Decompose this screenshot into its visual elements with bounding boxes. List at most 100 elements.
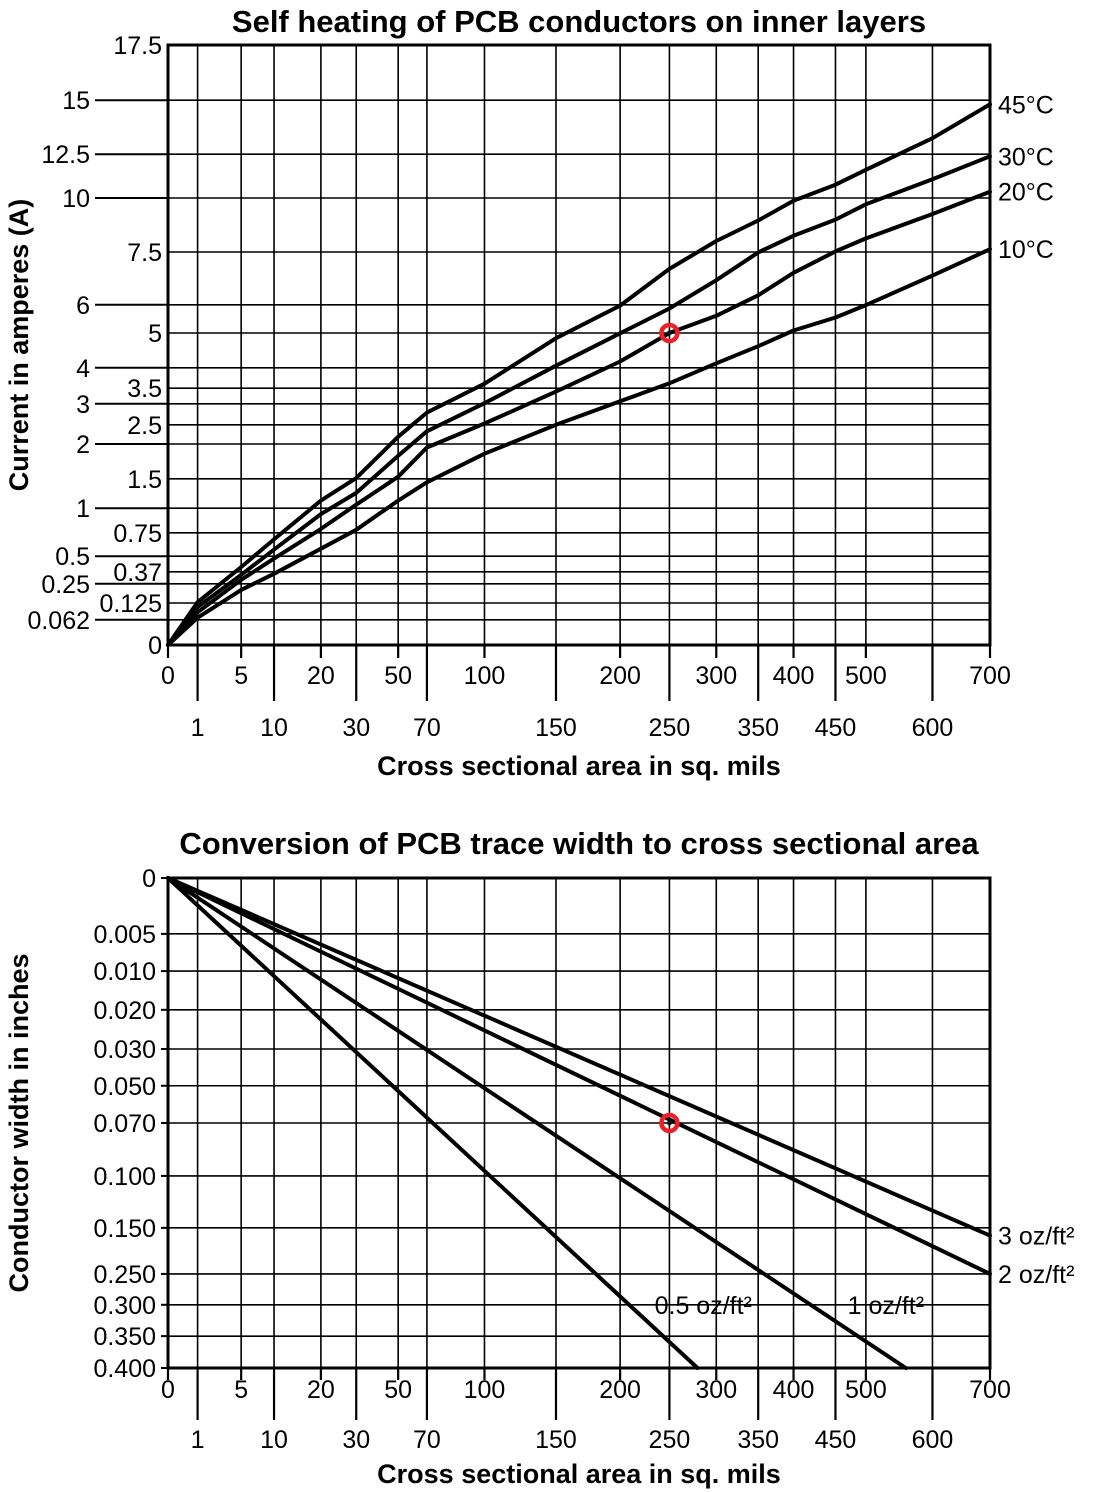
y-tick-label: 2 bbox=[76, 431, 90, 459]
x-tick-label: 1 bbox=[191, 714, 205, 742]
x-tick-label: 250 bbox=[649, 714, 691, 742]
chart-trace-width-conversion: Conversion of PCB trace width to cross s… bbox=[4, 826, 1074, 1489]
y-tick-label: 0.125 bbox=[99, 590, 162, 618]
x-tick-label: 350 bbox=[737, 1426, 779, 1454]
x-tick-label: 300 bbox=[695, 1376, 737, 1404]
x-tick-label: 700 bbox=[969, 662, 1011, 690]
chart2-title: Conversion of PCB trace width to cross s… bbox=[179, 826, 979, 861]
x-tick-label: 0 bbox=[161, 662, 175, 690]
y-tick-label: 3 bbox=[76, 391, 90, 419]
chart-self-heating: Self heating of PCB conductors on inner … bbox=[4, 4, 1054, 781]
x-tick-label: 250 bbox=[649, 1426, 691, 1454]
y-tick-label: 0.020 bbox=[93, 997, 156, 1025]
x-tick-label: 20 bbox=[307, 1376, 335, 1404]
y-tick-label: 12.5 bbox=[41, 141, 90, 169]
series-label-2oz: 2 oz/ft² bbox=[998, 1261, 1074, 1289]
chart2-y-axis-label: Conductor width in inches bbox=[4, 954, 34, 1293]
x-tick-label: 700 bbox=[969, 1376, 1011, 1404]
y-tick-label: 0 bbox=[148, 632, 162, 660]
y-tick-label: 0.75 bbox=[113, 520, 162, 548]
x-tick-label: 600 bbox=[912, 1426, 954, 1454]
y-tick-label: 0.400 bbox=[93, 1355, 156, 1383]
x-tick-label: 5 bbox=[234, 1376, 248, 1404]
x-tick-label: 50 bbox=[384, 662, 412, 690]
chart2-plot-area: 0151020305070100150200250300350400450500… bbox=[93, 865, 1074, 1454]
x-tick-label: 30 bbox=[342, 1426, 370, 1454]
x-tick-label: 150 bbox=[535, 714, 577, 742]
y-tick-label: 1 bbox=[76, 495, 90, 523]
x-tick-label: 50 bbox=[384, 1376, 412, 1404]
x-tick-label: 450 bbox=[815, 714, 857, 742]
series-label-30C: 30°C bbox=[998, 143, 1054, 171]
x-tick-label: 400 bbox=[773, 1376, 815, 1404]
series-line-45C bbox=[166, 102, 992, 647]
chart1-plot-area: 0151020305070100150200250300350400450500… bbox=[27, 32, 1053, 742]
y-tick-label: 0.005 bbox=[93, 921, 156, 949]
y-tick-label: 6 bbox=[76, 292, 90, 320]
x-tick-label: 100 bbox=[464, 1376, 506, 1404]
y-tick-label: 0.062 bbox=[27, 607, 90, 635]
example-point-marker-ring bbox=[659, 1112, 680, 1134]
y-tick-label: 0.050 bbox=[93, 1073, 156, 1101]
x-tick-label: 10 bbox=[260, 1426, 288, 1454]
y-tick-label: 0.25 bbox=[41, 571, 90, 599]
x-tick-label: 350 bbox=[737, 714, 779, 742]
x-tick-label: 150 bbox=[535, 1426, 577, 1454]
x-tick-label: 10 bbox=[260, 714, 288, 742]
plot-border bbox=[166, 43, 992, 647]
example-point-marker-center bbox=[667, 330, 672, 336]
y-tick-label: 0.300 bbox=[93, 1292, 156, 1320]
series-line-30C bbox=[166, 154, 992, 647]
y-tick-label: 0.5 bbox=[55, 543, 90, 571]
chart2-x-axis-label: Cross sectional area in sq. mils bbox=[377, 1459, 781, 1489]
x-tick-label: 450 bbox=[815, 1426, 857, 1454]
series-line-20C bbox=[166, 189, 992, 647]
series-line-3oz bbox=[166, 876, 992, 1238]
y-tick-label: 1.5 bbox=[127, 466, 162, 494]
y-tick-label: 0.350 bbox=[93, 1323, 156, 1351]
x-tick-label: 1 bbox=[191, 1426, 205, 1454]
plot-border bbox=[166, 876, 992, 1370]
x-tick-label: 100 bbox=[464, 662, 506, 690]
series-label-0.5oz: 0.5 oz/ft² bbox=[655, 1292, 752, 1320]
x-tick-label: 20 bbox=[307, 662, 335, 690]
x-tick-label: 30 bbox=[342, 714, 370, 742]
series-line-2oz bbox=[166, 876, 992, 1276]
y-tick-label: 5 bbox=[148, 320, 162, 348]
y-tick-label: 2.5 bbox=[127, 412, 162, 440]
series-label-10C: 10°C bbox=[998, 236, 1054, 264]
y-tick-label: 0 bbox=[142, 865, 156, 893]
series-line-1oz bbox=[166, 876, 908, 1370]
chart1-y-axis-label: Current in amperes (A) bbox=[4, 199, 34, 492]
y-tick-label: 0.150 bbox=[93, 1215, 156, 1243]
y-tick-label: 0.37 bbox=[113, 559, 162, 587]
y-tick-label: 15 bbox=[62, 87, 90, 115]
chart1-x-axis-label: Cross sectional area in sq. mils bbox=[377, 751, 781, 781]
example-point-marker-ring bbox=[659, 322, 680, 344]
y-tick-label: 7.5 bbox=[127, 239, 162, 267]
y-tick-label: 3.5 bbox=[127, 375, 162, 403]
x-tick-label: 0 bbox=[161, 1376, 175, 1404]
series-label-3oz: 3 oz/ft² bbox=[998, 1223, 1074, 1251]
x-tick-label: 200 bbox=[599, 662, 641, 690]
x-tick-label: 500 bbox=[845, 1376, 887, 1404]
x-tick-label: 600 bbox=[912, 714, 954, 742]
series-label-45C: 45°C bbox=[998, 91, 1054, 119]
x-tick-label: 5 bbox=[234, 662, 248, 690]
y-tick-label: 0.070 bbox=[93, 1110, 156, 1138]
y-tick-label: 4 bbox=[76, 355, 90, 383]
x-tick-label: 500 bbox=[845, 662, 887, 690]
x-tick-label: 70 bbox=[413, 714, 441, 742]
y-tick-label: 0.250 bbox=[93, 1261, 156, 1289]
series-line-10C bbox=[166, 247, 992, 647]
y-tick-label: 0.010 bbox=[93, 958, 156, 986]
y-tick-label: 10 bbox=[62, 185, 90, 213]
chart1-title: Self heating of PCB conductors on inner … bbox=[232, 4, 926, 39]
x-tick-label: 300 bbox=[695, 662, 737, 690]
y-tick-label: 0.030 bbox=[93, 1036, 156, 1064]
x-tick-label: 70 bbox=[413, 1426, 441, 1454]
series-line-0.5oz bbox=[166, 876, 700, 1370]
y-tick-label: 0.100 bbox=[93, 1163, 156, 1191]
x-tick-label: 400 bbox=[773, 662, 815, 690]
